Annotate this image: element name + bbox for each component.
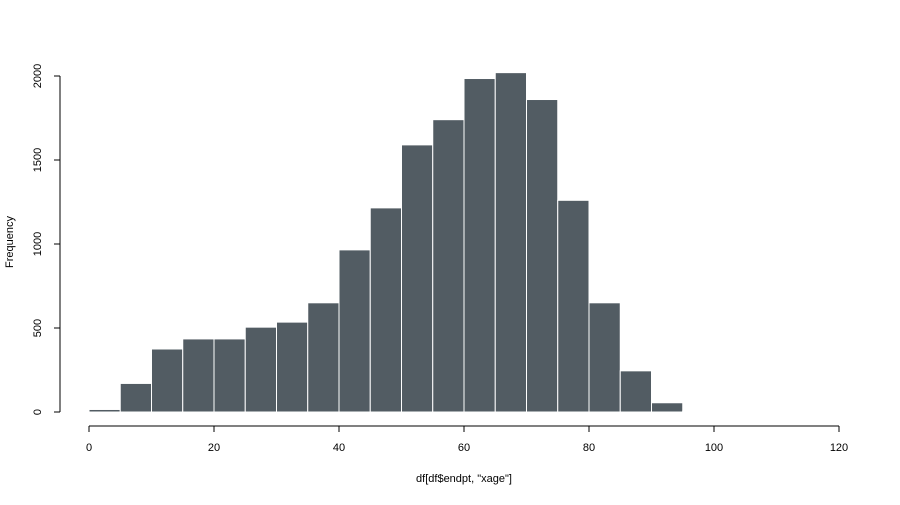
y-tick-label-2000: 2000 [32, 64, 44, 88]
histogram-bar-15-20 [182, 338, 215, 413]
x-axis: 0 20 40 60 80 100 120 [86, 425, 848, 454]
histogram-bar-60-65 [463, 78, 496, 413]
histogram-bar-25-30 [244, 326, 277, 413]
x-tick-label-80: 80 [583, 442, 595, 454]
histogram-bar-10-15 [151, 348, 184, 413]
histogram-bar-20-25 [213, 338, 246, 413]
histogram-bar-40-45 [338, 249, 371, 413]
histogram-bar-45-50 [369, 207, 402, 413]
histogram-bar-0-5 [88, 408, 121, 413]
histogram-bar-30-35 [276, 321, 309, 413]
y-tick-label-500: 500 [32, 319, 44, 337]
histogram-bar-90-95 [651, 402, 684, 413]
histogram-bar-85-90 [619, 370, 652, 413]
x-tick-label-60: 60 [458, 442, 470, 454]
y-axis: 0 500 1000 1500 2000 [32, 64, 61, 415]
histogram-bar-65-70 [494, 72, 527, 413]
bars-layer [88, 72, 715, 413]
x-tick-label-0: 0 [86, 442, 92, 454]
x-tick-label-120: 120 [830, 442, 848, 454]
x-axis-title: df[df$endpt, "xage"] [416, 473, 512, 485]
histogram-bar-80-85 [588, 302, 621, 413]
histogram-bar-70-75 [526, 99, 559, 413]
y-tick-label-1500: 1500 [32, 148, 44, 172]
y-axis-title: Frequency [4, 216, 16, 268]
histogram-bar-50-55 [401, 144, 434, 413]
x-tick-label-100: 100 [705, 442, 723, 454]
histogram-bar-75-80 [557, 199, 590, 413]
histogram-bar-35-40 [307, 302, 340, 413]
x-tick-label-40: 40 [333, 442, 345, 454]
histogram-bar-5-10 [119, 382, 152, 413]
x-tick-label-20: 20 [208, 442, 220, 454]
histogram-bar-95-100 [682, 410, 715, 413]
y-tick-label-0: 0 [32, 409, 44, 415]
y-tick-label-1000: 1000 [32, 232, 44, 256]
histogram-bar-55-60 [432, 119, 465, 413]
